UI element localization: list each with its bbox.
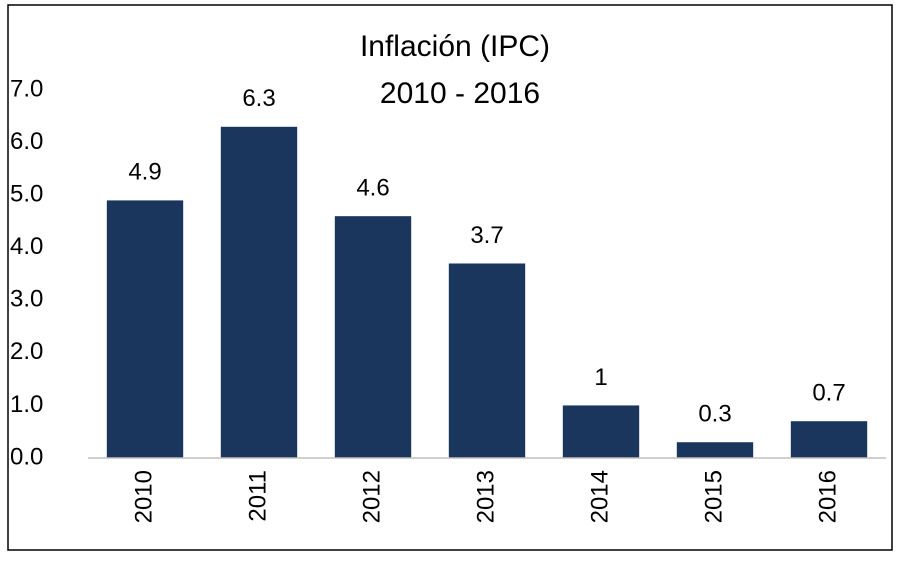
data-label: 3.7 — [470, 222, 503, 249]
x-tick-label: 2014 — [586, 470, 613, 523]
x-tick-label: 2012 — [358, 470, 385, 523]
bar — [448, 263, 526, 458]
bar — [676, 442, 754, 458]
x-tick-label: 2010 — [130, 470, 157, 523]
x-tick-label: 2015 — [700, 470, 727, 523]
data-label: 0.3 — [698, 401, 731, 428]
y-tick-label: 3.0 — [10, 286, 43, 313]
bar — [220, 126, 298, 459]
data-label: 6.3 — [242, 85, 275, 112]
chart-subtitle: 2010 - 2016 — [380, 77, 540, 110]
data-label: 0.7 — [812, 380, 845, 407]
chart-title: Inflación (IPC) — [360, 30, 550, 63]
data-label: 4.6 — [356, 175, 389, 202]
bar — [106, 200, 184, 458]
y-tick-label: 7.0 — [10, 75, 43, 102]
x-tick-label: 2011 — [244, 470, 271, 522]
bar — [790, 421, 868, 458]
y-tick-label: 0.0 — [10, 443, 43, 470]
y-tick-label: 5.0 — [10, 180, 43, 207]
data-label: 4.9 — [128, 159, 161, 186]
bar — [562, 405, 640, 458]
y-tick-label: 4.0 — [10, 233, 43, 260]
y-tick-label: 1.0 — [10, 391, 43, 418]
x-tick-label: 2016 — [814, 470, 841, 523]
bar — [334, 216, 412, 458]
y-tick-label: 2.0 — [10, 338, 43, 365]
x-tick-label: 2013 — [472, 470, 499, 523]
y-tick-label: 6.0 — [10, 128, 43, 155]
data-label: 1 — [594, 364, 607, 391]
